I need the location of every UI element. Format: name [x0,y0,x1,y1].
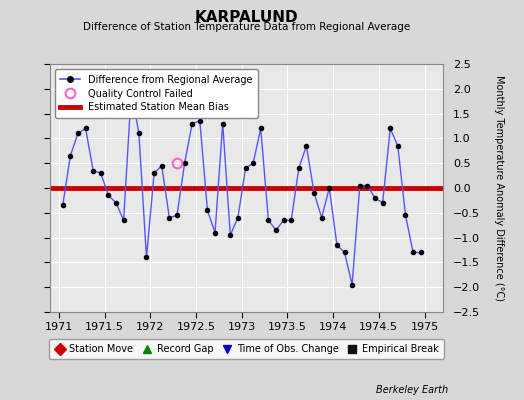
Text: Difference of Station Temperature Data from Regional Average: Difference of Station Temperature Data f… [83,22,410,32]
Legend: Difference from Regional Average, Quality Control Failed, Estimated Station Mean: Difference from Regional Average, Qualit… [54,69,258,118]
Y-axis label: Monthly Temperature Anomaly Difference (°C): Monthly Temperature Anomaly Difference (… [494,75,504,301]
Text: KARPALUND: KARPALUND [194,10,298,25]
Legend: Station Move, Record Gap, Time of Obs. Change, Empirical Break: Station Move, Record Gap, Time of Obs. C… [49,340,443,359]
Text: Berkeley Earth: Berkeley Earth [376,385,448,395]
